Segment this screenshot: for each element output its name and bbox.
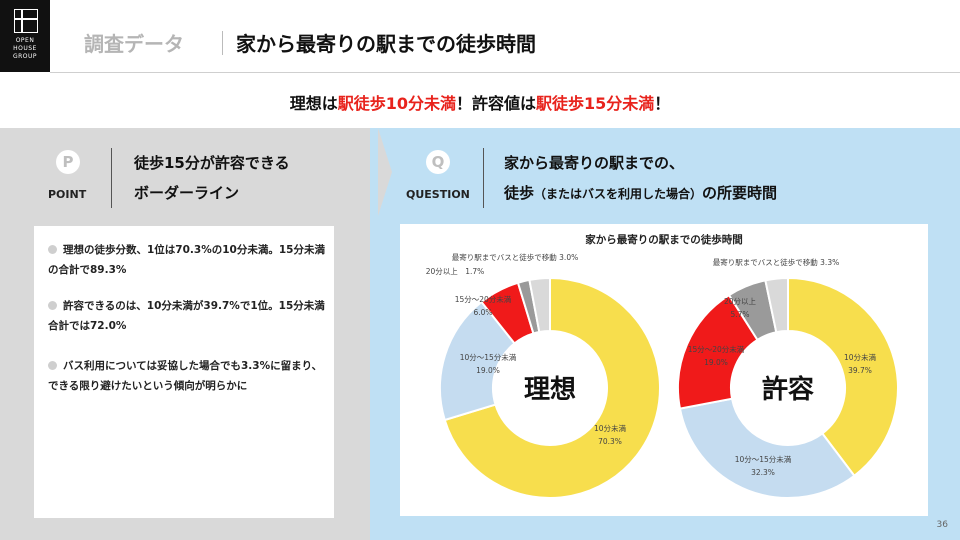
donut-slice — [764, 276, 789, 334]
question-heading-line2-a: 徒歩 — [504, 184, 535, 202]
question-heading-line2-b: （またはバスを利用した場合） — [534, 187, 703, 201]
logo-mark-icon — [14, 9, 38, 33]
logo-text-line1: OPEN — [15, 37, 35, 44]
headline: 理想は駅徒歩10分未満！許容値は駅徒歩15分未満！ — [0, 90, 960, 114]
bullet-icon — [48, 301, 57, 310]
slice-label: 15分〜20分未満 6.0% — [455, 294, 512, 317]
note-text: 理想の徒歩分数、1位は70.3%の10分未満。15分未満の合計で89.3% — [48, 244, 325, 276]
slice-label: 20分以上 1.7% — [426, 267, 485, 276]
chart-title: 家から最寄りの駅までの徒歩時間 — [585, 233, 743, 246]
question-heading-line2: 徒歩（またはバスを利用した場合）の所要時間 — [504, 178, 777, 209]
question-heading-line2-c: の所要時間 — [702, 184, 778, 202]
slice-label: 20分以上 5.7% — [724, 297, 757, 319]
question-label: QUESTION — [406, 188, 470, 201]
slice-label: 10分〜15分未満 32.3% — [735, 454, 792, 477]
headline-part3: ！ — [654, 94, 671, 113]
notes-box: 理想の徒歩分数、1位は70.3%の10分未満。15分未満の合計で89.3% 許容… — [34, 226, 334, 518]
slice-label: 10分未満 39.7% — [844, 352, 877, 375]
slice-label: 15分〜20分未満 19.0% — [688, 344, 745, 367]
note-item: バス利用については妥協した場合でも3.3%に留まり、できる限り避けたいという傾向… — [48, 356, 328, 396]
question-icon: Q — [426, 150, 450, 174]
slice-label: 10分〜15分未満 19.0% — [460, 352, 517, 375]
logo-text-line2: HOUSE — [13, 45, 37, 52]
donut-slice — [678, 397, 856, 499]
point-heading: 徒歩15分が許容できる ボーダーライン — [134, 148, 290, 208]
page-number: 36 — [936, 520, 948, 530]
point-heading-line1: 徒歩15分が許容できる — [134, 154, 290, 172]
panel-arrow — [378, 128, 392, 216]
company-logo: OPEN HOUSE GROUP — [0, 0, 50, 72]
note-item: 理想の徒歩分数、1位は70.3%の10分未満。15分未満の合計で89.3% — [48, 240, 328, 280]
donut-slice — [677, 293, 759, 410]
donut-slice — [528, 276, 551, 334]
note-text: 許容できるのは、10分未満が39.7%で1位。15分未満合計では72.0% — [48, 300, 325, 332]
point-label: POINT — [48, 188, 87, 201]
headline-red2: 駅徒歩15分未満 — [536, 94, 655, 113]
bullet-icon — [48, 361, 57, 370]
slice-label: 10分未満 70.3% — [594, 423, 627, 446]
header-separator — [222, 31, 223, 55]
slice-label: 最寄り駅までバスと徒歩で移動 3.0% — [452, 252, 578, 262]
donut-slice — [443, 276, 661, 499]
point-heading-line2: ボーダーライン — [134, 184, 240, 202]
point-icon: P — [56, 150, 80, 174]
headline-part2: ！許容値は — [455, 94, 536, 113]
logo-text-line3: GROUP — [12, 53, 38, 60]
note-text: バス利用については妥協した場合でも3.3%に留まり、できる限り避けたいという傾向… — [48, 360, 323, 392]
question-separator — [483, 148, 484, 208]
slice-label: 最寄り駅までバスと徒歩で移動 3.3% — [713, 257, 839, 267]
note-item: 許容できるのは、10分未満が39.7%で1位。15分未満合計では72.0% — [48, 296, 328, 336]
headline-part1: 理想は — [289, 94, 338, 113]
header-category: 調査データ — [84, 32, 184, 56]
header-divider — [50, 72, 960, 73]
question-heading-line1: 家から最寄りの駅までの、 — [504, 154, 685, 172]
point-separator — [111, 148, 112, 208]
bullet-icon — [48, 245, 57, 254]
question-heading: 家から最寄りの駅までの、 徒歩（またはバスを利用した場合）の所要時間 — [504, 148, 777, 209]
donut-slice — [787, 276, 899, 478]
chart-container: 家から最寄りの駅までの徒歩時間 10分未満 70.3% 10分〜15分未満 19.0% 1… — [400, 224, 928, 516]
donut-center-label: 許容 — [762, 374, 814, 405]
headline-red1: 駅徒歩10分未満 — [337, 94, 456, 113]
page-title: 家から最寄りの駅までの徒歩時間 — [236, 32, 536, 56]
donut-slice — [439, 300, 516, 422]
donut-center-label: 理想 — [524, 375, 576, 405]
donut-charts: 家から最寄りの駅までの徒歩時間 10分未満 70.3% 10分〜15分未満 19.0% 1… — [426, 233, 899, 499]
